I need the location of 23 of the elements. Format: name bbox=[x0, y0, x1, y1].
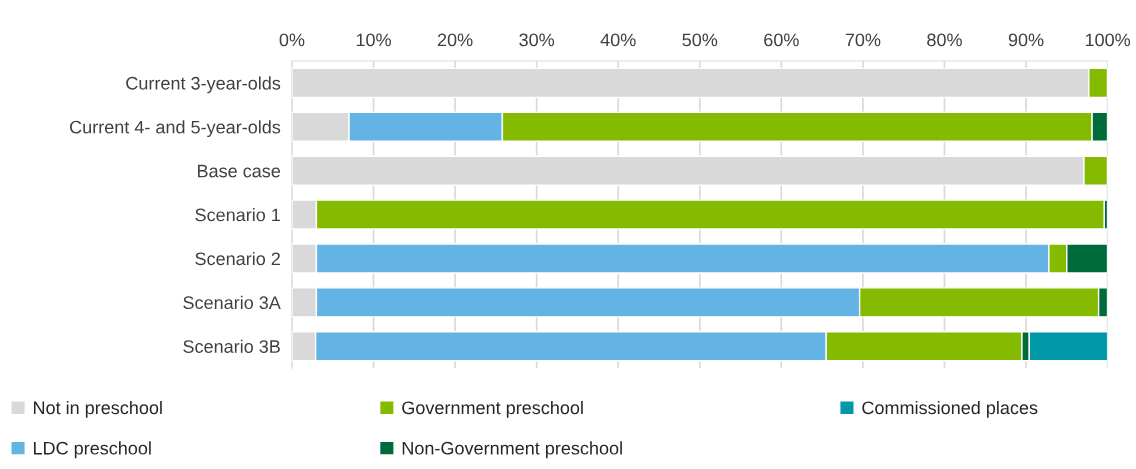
legend-label: Government preschool bbox=[402, 400, 583, 418]
y-tick-label: Current 4- and 5-year-olds bbox=[70, 120, 281, 138]
y-tick-label: Scenario 2 bbox=[195, 251, 280, 266]
x-tick-label: 20% bbox=[437, 33, 473, 47]
legend-label: Commissioned places bbox=[862, 400, 1038, 418]
legend-label: Not in preschool bbox=[33, 400, 162, 418]
x-tick-label: 10% bbox=[356, 33, 391, 47]
y-tick-label: Scenario 1 bbox=[195, 208, 280, 222]
y-tick-label: Scenario 3B bbox=[183, 339, 280, 353]
x-tick-label: 60% bbox=[764, 33, 799, 47]
y-tick-label: Current 3-year-olds bbox=[126, 76, 281, 94]
x-tick-label: 0% bbox=[279, 33, 305, 47]
y-tick-label: Scenario 3A bbox=[183, 295, 281, 310]
x-tick-label: 70% bbox=[845, 33, 881, 47]
x-tick-label: 50% bbox=[682, 33, 718, 47]
y-tick-label: Base case bbox=[198, 164, 281, 178]
legend-label: LDC preschool bbox=[33, 441, 151, 459]
x-tick-label: 100% bbox=[1085, 33, 1131, 47]
x-tick-label: 90% bbox=[1008, 33, 1044, 47]
x-tick-label: 40% bbox=[600, 33, 636, 47]
x-tick-label: 30% bbox=[519, 33, 555, 47]
x-tick-label: 80% bbox=[927, 33, 962, 47]
legend-label: Non-Government preschool bbox=[402, 441, 622, 459]
